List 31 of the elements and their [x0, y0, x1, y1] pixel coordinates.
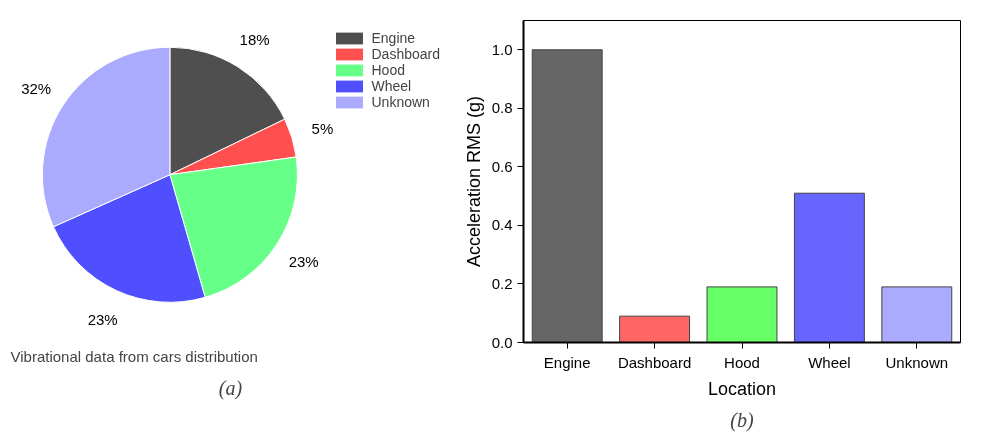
- bar: [531, 49, 603, 343]
- y-tick-label: 0.4: [491, 216, 513, 234]
- y-tick-label: 1.0: [491, 40, 513, 58]
- y-tick-label: 0.8: [491, 99, 513, 117]
- bar: [619, 315, 691, 343]
- text: (b): [730, 408, 754, 432]
- x-tick-label: Hood: [724, 353, 760, 371]
- legend-label: Wheel: [371, 78, 412, 94]
- y-tick-label: 0.2: [491, 274, 513, 292]
- legend-label: Dashboard: [371, 46, 440, 62]
- legend-label: Unknown: [371, 94, 430, 110]
- data-label: 18%: [239, 31, 270, 49]
- y-axis-title: Acceleration RMS (g): [463, 95, 484, 268]
- y-tick-label: 0.6: [491, 157, 513, 175]
- data-label: 5%: [311, 119, 334, 137]
- bar: [706, 286, 778, 343]
- x-tick-label: Unknown: [885, 353, 949, 371]
- x-tick-label: Engine: [543, 353, 591, 371]
- text: (a): [218, 376, 243, 400]
- data-label: 23%: [288, 252, 319, 270]
- x-axis-title: Location: [707, 378, 777, 399]
- legend-label: Engine: [371, 30, 416, 46]
- data-label: 23%: [87, 310, 118, 328]
- bar: [793, 192, 865, 343]
- x-tick-label: Dashboard: [617, 353, 692, 371]
- bar: [881, 286, 953, 343]
- legend-label: Hood: [371, 62, 405, 78]
- x-tick-label: Wheel: [808, 353, 851, 371]
- data-label: 32%: [21, 79, 52, 97]
- y-tick-label: 0.0: [491, 333, 513, 351]
- text: Vibrational data from cars distribution: [10, 347, 258, 365]
